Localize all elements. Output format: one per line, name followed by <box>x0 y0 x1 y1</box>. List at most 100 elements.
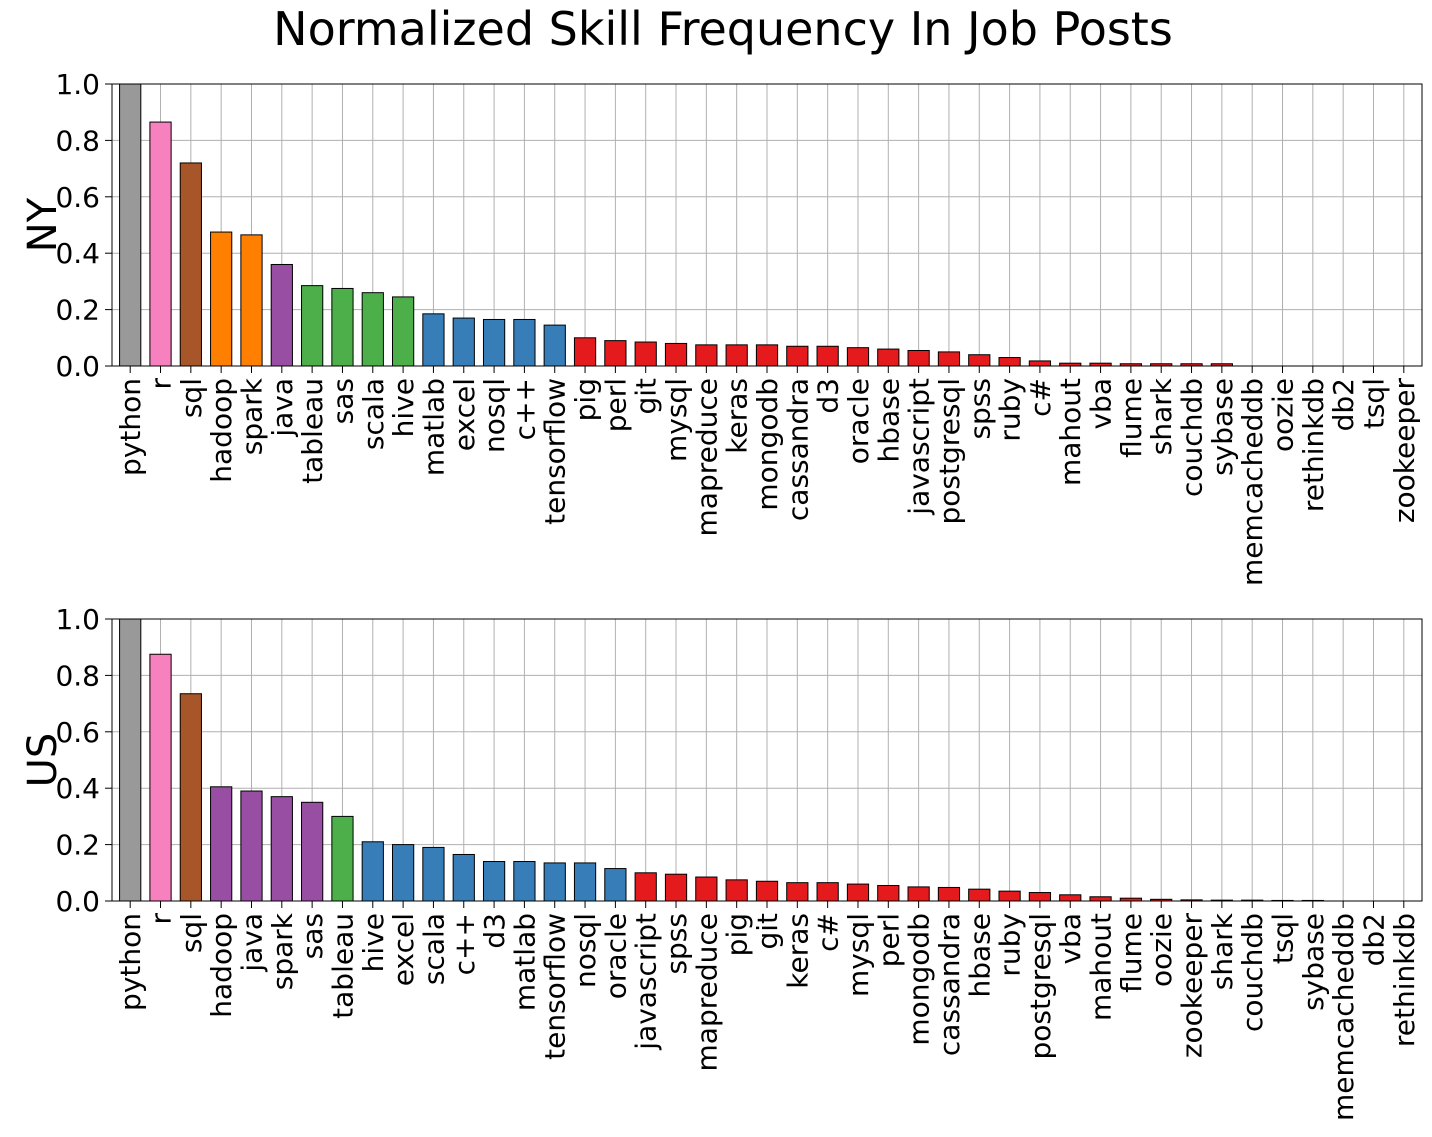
ny-bar-tensorflow <box>543 324 566 367</box>
ny-xtick-label: cassandra <box>781 378 814 521</box>
ny-xtick-label: hbase <box>872 378 905 463</box>
ny-xtick-label: oozie <box>1267 378 1300 452</box>
ny-bar-excel <box>452 317 475 367</box>
ny-xtick-label: javascript <box>903 378 936 516</box>
us-xtick-label: rethinkdb <box>1388 913 1421 1047</box>
ny-xtick-label: vba <box>1085 378 1118 430</box>
ny-bar-hive <box>392 296 415 367</box>
ny-bar-python <box>119 83 142 367</box>
ny-xtick-label: tensorflow <box>539 378 572 525</box>
ny-xtick-label: r <box>145 378 178 390</box>
ny-ytick-label: 0.6 <box>55 181 100 214</box>
us-xtick-label: python <box>114 913 147 1011</box>
us-ylabel: US <box>20 733 66 788</box>
us-bar-vba <box>1059 894 1082 902</box>
us-bar-javascript <box>634 872 657 902</box>
us-xtick-label: matlab <box>508 913 541 1011</box>
us-xtick-label: perl <box>872 913 905 967</box>
us-bar-tableau <box>331 815 354 902</box>
ny-ytick-label: 1.0 <box>55 68 100 101</box>
ny-xtick-label: java <box>266 378 299 438</box>
ny-xtick-label: hadoop <box>205 378 238 483</box>
us-bar-r <box>149 653 172 902</box>
us-bar-nosql <box>573 862 597 902</box>
us-xtick-label: ruby <box>994 913 1027 977</box>
us-xtick-label: mysql <box>842 913 875 997</box>
us-panel: 0.00.20.40.60.81.0pythonrsqlhadoopjavasp… <box>20 603 1423 1121</box>
ny-xtick-label: tableau <box>296 378 329 484</box>
ny-xtick-label: pig <box>569 378 602 421</box>
us-bar-oracle <box>604 868 627 902</box>
us-xtick-label: oozie <box>1145 913 1178 987</box>
ny-xtick-label: keras <box>721 378 754 454</box>
us-xtick-label: flume <box>1115 913 1148 993</box>
us-bar-git <box>755 880 779 902</box>
ny-xtick-label: nosql <box>478 378 511 453</box>
us-bar-mahout <box>1089 896 1112 902</box>
us-bar-scala <box>422 846 445 902</box>
us-xtick-label: cassandra <box>933 913 966 1056</box>
ny-xtick-label: d3 <box>812 378 845 414</box>
us-xtick-label: hadoop <box>205 913 238 1018</box>
us-bar-mongodb <box>907 886 930 902</box>
ny-bar-git <box>634 341 657 367</box>
us-bar-excel <box>392 844 415 902</box>
us-bar-mapreduce <box>695 876 718 902</box>
us-bar-cplusplus <box>452 853 475 902</box>
us-xtick-label: oracle <box>599 913 632 999</box>
ny-xtick-label: mapreduce <box>690 378 723 536</box>
ny-xtick-label: sybase <box>1206 378 1239 476</box>
ny-bar-ruby <box>998 357 1021 367</box>
ny-bar-matlab <box>422 313 445 367</box>
ny-bar-d3 <box>816 345 839 367</box>
ny-xtick-label: excel <box>448 378 481 451</box>
us-xtick-label: hbase <box>963 913 996 998</box>
ny-xtick-label: sql <box>175 378 208 418</box>
us-xtick-label: r <box>145 913 178 925</box>
us-bar-hive <box>361 841 384 902</box>
us-xtick-label: vba <box>1054 913 1087 965</box>
ny-bar-csharp <box>1028 360 1052 367</box>
ny-bar-postgresql <box>937 351 961 367</box>
us-xtick-label: tableau <box>326 913 359 1019</box>
ny-bar-cassandra <box>786 345 809 367</box>
us-bar-keras <box>786 882 809 902</box>
ny-xtick-label: rethinkdb <box>1297 378 1330 512</box>
us-xtick-label: memcacheddb <box>1327 913 1360 1121</box>
us-xtick-label: scala <box>417 913 450 985</box>
ny-bar-perl <box>604 340 627 367</box>
us-bar-perl <box>877 884 900 902</box>
ny-xtick-label: scala <box>357 378 390 450</box>
us-xtick-label: sas <box>296 913 329 959</box>
us-bar-spss <box>664 873 688 902</box>
ny-bar-keras <box>725 344 748 367</box>
ny-bar-mongodb <box>755 344 779 367</box>
us-xtick-label: javascript <box>630 913 663 1051</box>
ny-xtick-label: python <box>114 378 147 476</box>
us-xtick-label: c# <box>812 913 845 952</box>
us-xtick-label: sybase <box>1297 913 1330 1011</box>
us-bar-sas <box>301 801 324 902</box>
ny-xtick-label: couchdb <box>1176 378 1209 497</box>
ny-bar-pig <box>573 337 597 367</box>
us-bar-java <box>240 790 263 902</box>
us-xtick-label: zookeeper <box>1176 913 1209 1059</box>
us-xtick-label: excel <box>387 913 420 986</box>
ny-xtick-label: oracle <box>842 378 875 464</box>
ny-ytick-label: 0.2 <box>55 294 100 327</box>
us-bar-cassandra <box>937 886 961 902</box>
us-bar-sql <box>179 693 202 902</box>
ny-panel: 0.00.20.40.60.81.0pythonrsqlhadoopsparkj… <box>20 68 1423 586</box>
ny-bar-cplusplus <box>513 318 536 367</box>
us-xtick-label: db2 <box>1357 913 1390 966</box>
us-xtick-label: c++ <box>448 913 481 975</box>
ny-xtick-label: db2 <box>1327 378 1360 431</box>
us-xtick-label: d3 <box>478 913 511 949</box>
ny-bar-sql <box>179 162 202 367</box>
ny-bar-sas <box>331 287 354 367</box>
ny-bar-javascript <box>907 349 930 367</box>
ny-xtick-label: spss <box>963 378 996 440</box>
ny-bar-spark <box>240 234 263 367</box>
us-ytick-label: 0.0 <box>55 885 100 918</box>
us-xtick-label: hive <box>357 913 390 972</box>
